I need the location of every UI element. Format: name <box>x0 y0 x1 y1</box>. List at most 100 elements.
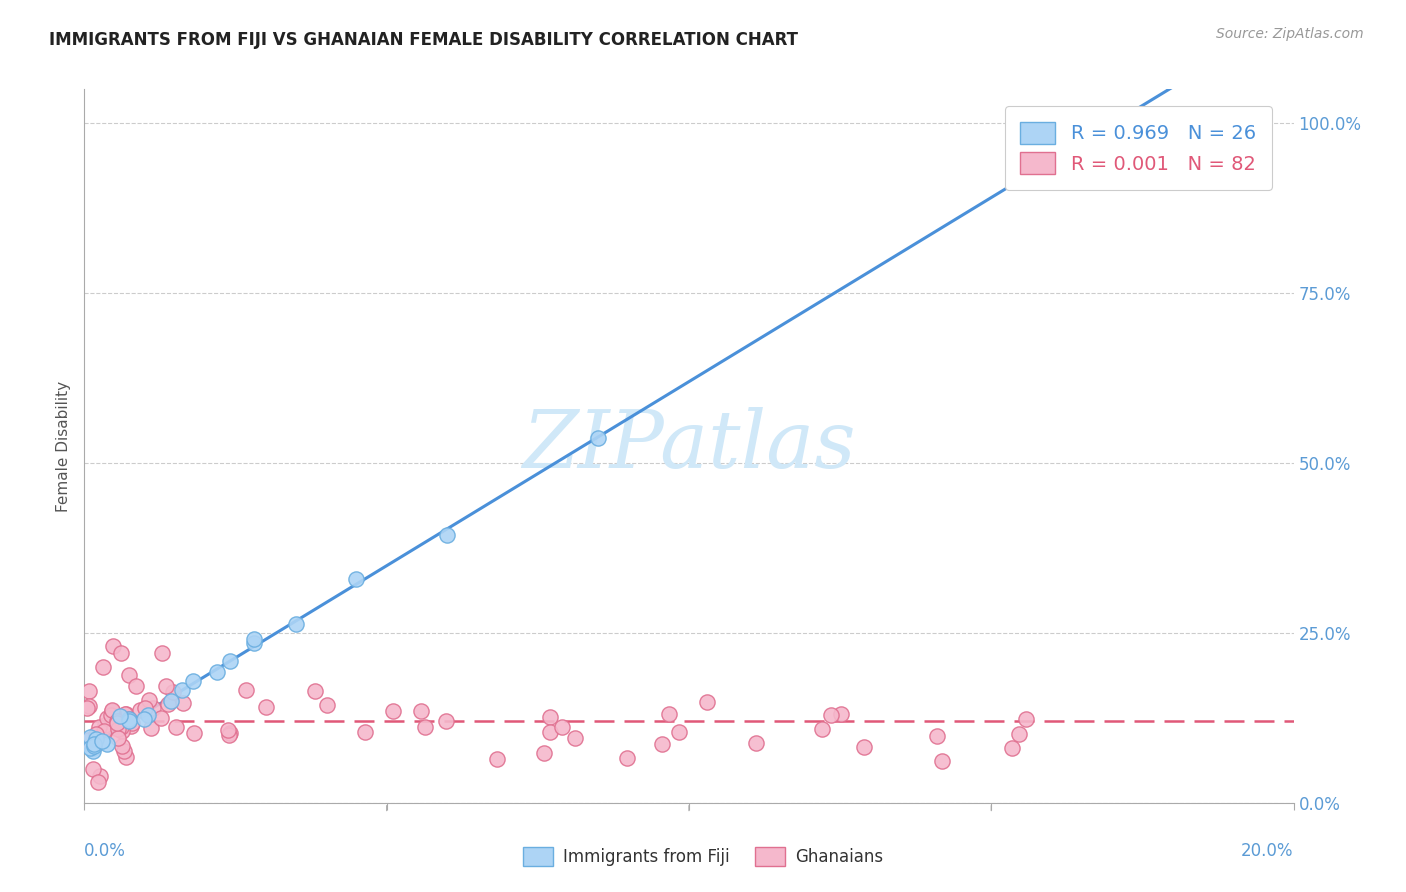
Point <box>112 744 135 758</box>
Point <box>79 730 101 744</box>
Point <box>155 679 177 693</box>
Text: ZIPatlas: ZIPatlas <box>522 408 856 484</box>
Point <box>132 712 155 726</box>
Point <box>111 723 134 738</box>
Point <box>853 739 876 754</box>
Point <box>120 718 142 732</box>
Point <box>110 739 132 754</box>
Point <box>218 726 240 740</box>
Point <box>183 726 205 740</box>
Point <box>93 723 115 738</box>
Point <box>696 695 718 709</box>
Point <box>564 731 586 745</box>
Point <box>411 704 433 718</box>
Point <box>138 692 160 706</box>
Point <box>181 674 204 689</box>
Text: 20.0%: 20.0% <box>1241 842 1294 860</box>
Point <box>415 720 437 734</box>
Point <box>121 715 143 730</box>
Point <box>115 750 138 764</box>
Point <box>165 720 187 734</box>
Point <box>87 775 110 789</box>
Point <box>105 714 128 728</box>
Point <box>90 734 112 748</box>
Point <box>101 704 124 718</box>
Point <box>382 704 405 718</box>
Point <box>103 640 125 654</box>
Point <box>82 744 104 758</box>
Point <box>668 724 690 739</box>
Point <box>157 697 180 711</box>
Point <box>616 751 638 765</box>
Point <box>931 754 953 768</box>
Point <box>91 660 114 674</box>
Point <box>820 708 842 723</box>
Point <box>550 720 572 734</box>
Point <box>141 721 163 735</box>
Point <box>538 725 561 739</box>
Text: IMMIGRANTS FROM FIJI VS GHANAIAN FEMALE DISABILITY CORRELATION CHART: IMMIGRANTS FROM FIJI VS GHANAIAN FEMALE … <box>49 31 799 49</box>
Point <box>84 732 107 747</box>
Point <box>96 737 118 751</box>
Point <box>100 708 122 723</box>
Point <box>353 724 375 739</box>
Point <box>316 698 339 713</box>
Point <box>1001 741 1024 756</box>
Point <box>219 655 242 669</box>
Point <box>150 710 173 724</box>
Point <box>745 736 768 750</box>
Point <box>86 727 108 741</box>
Y-axis label: Female Disability: Female Disability <box>56 380 72 512</box>
Point <box>304 683 326 698</box>
Point <box>658 706 681 721</box>
Point <box>128 703 150 717</box>
Point <box>207 665 229 679</box>
Point <box>254 700 277 714</box>
Point <box>172 696 194 710</box>
Point <box>434 714 457 728</box>
Point <box>218 728 240 742</box>
Point <box>134 701 156 715</box>
Point <box>346 572 368 586</box>
Point <box>217 723 239 737</box>
Point <box>105 715 128 730</box>
Point <box>83 737 105 751</box>
Point <box>77 683 100 698</box>
Legend: Immigrants from Fiji, Ghanaians: Immigrants from Fiji, Ghanaians <box>515 838 891 875</box>
Point <box>117 713 139 727</box>
Point <box>242 632 264 647</box>
Point <box>142 701 165 715</box>
Point <box>79 740 101 755</box>
Point <box>243 636 266 650</box>
Point <box>436 528 458 542</box>
Point <box>77 733 100 747</box>
Point <box>235 683 257 698</box>
Point <box>115 707 138 722</box>
Point <box>159 694 181 708</box>
Point <box>651 737 673 751</box>
Point <box>82 762 104 776</box>
Point <box>170 682 193 697</box>
Point <box>94 718 117 732</box>
Point <box>538 710 561 724</box>
Point <box>136 707 159 722</box>
Point <box>1008 727 1031 741</box>
Point <box>77 699 100 714</box>
Point <box>285 617 308 632</box>
Point <box>107 731 129 746</box>
Point <box>83 739 105 753</box>
Point <box>108 712 131 726</box>
Point <box>1015 713 1038 727</box>
Point <box>810 722 832 736</box>
Legend: R = 0.969   N = 26, R = 0.001   N = 82: R = 0.969 N = 26, R = 0.001 N = 82 <box>1005 106 1271 190</box>
Point <box>150 646 173 660</box>
Point <box>110 709 132 723</box>
Text: 0.0%: 0.0% <box>84 842 127 860</box>
Point <box>76 700 98 714</box>
Point <box>110 720 132 734</box>
Point <box>110 646 132 660</box>
Point <box>101 706 124 721</box>
Point <box>107 722 129 736</box>
Point <box>101 703 124 717</box>
Point <box>96 711 118 725</box>
